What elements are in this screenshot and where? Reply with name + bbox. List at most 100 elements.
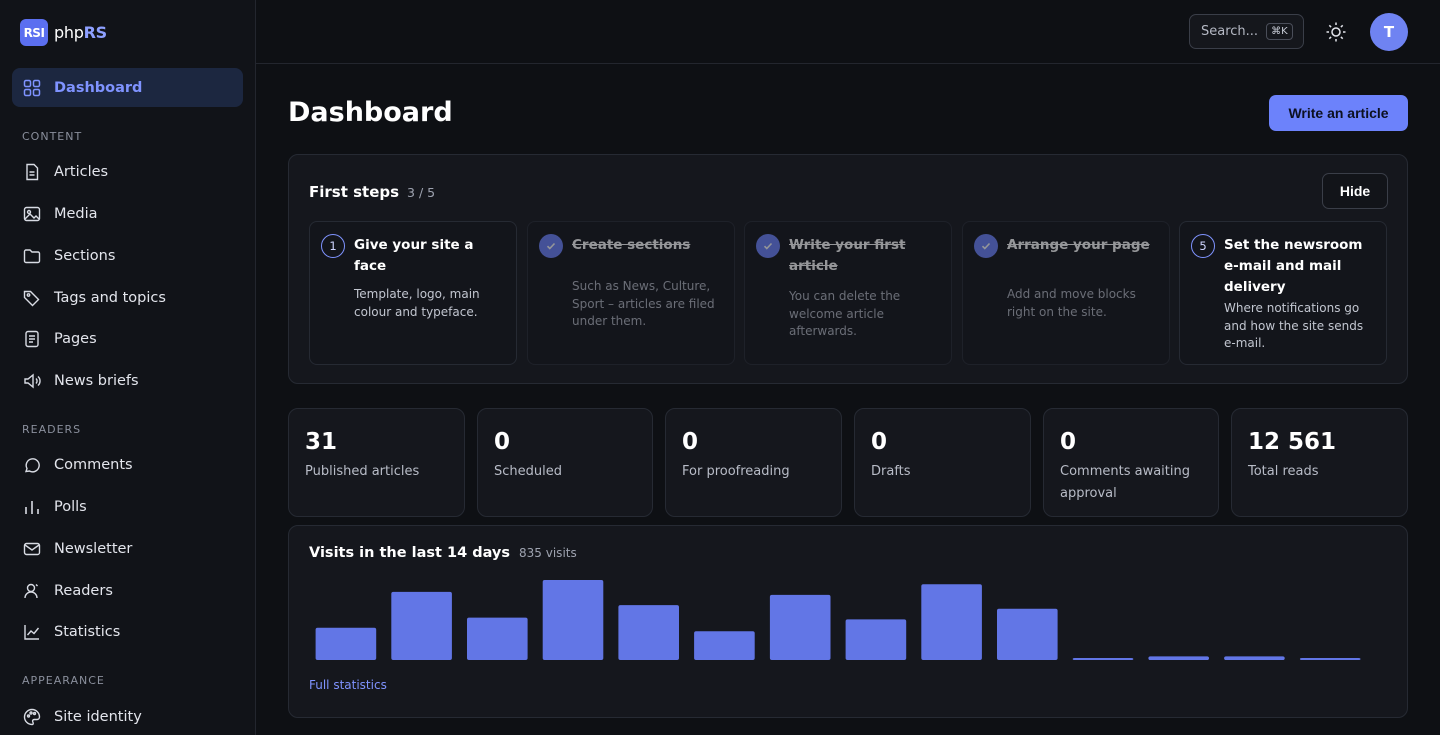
step-card-5[interactable]: 5 Set the newsroom e-mail and mail deliv…	[1179, 221, 1387, 365]
stat-value: 0	[682, 429, 699, 455]
brand[interactable]: RSI phpRS	[20, 19, 107, 46]
step-card-2[interactable]: Create sections Such as News, Culture, S…	[527, 221, 735, 365]
stat-label: Comments awaiting approval	[1060, 464, 1190, 501]
search-shortcut: ⌘K	[1266, 23, 1293, 40]
write-article-button[interactable]: Write an article	[1269, 95, 1408, 131]
chart-bar-12[interactable]	[1148, 656, 1209, 660]
sidebar-item-dashboard[interactable]: Dashboard	[12, 68, 243, 107]
stat-total-reads[interactable]: 12 561 Total reads	[1231, 408, 1408, 517]
folder-icon	[23, 248, 41, 263]
stat-published[interactable]: 31 Published articles	[288, 408, 465, 517]
visits-panel: Visits in the last 14 days 835 visits Ful…	[288, 525, 1408, 718]
step-description: Add and move blocks right on the site.	[1007, 287, 1136, 319]
sidebar-item-readers[interactable]: Readers	[12, 571, 243, 610]
sidebar-item-label: Site identity	[54, 708, 142, 725]
chart-bar-3[interactable]	[467, 617, 528, 660]
chart-title: Visits in the last 14 days 835 visits	[309, 545, 577, 561]
chart-bar-8[interactable]	[845, 619, 907, 660]
sidebar-item-label: Sections	[54, 247, 116, 264]
brand-name: phpRS	[54, 23, 107, 42]
sun-icon[interactable]	[1325, 21, 1347, 43]
step-title: Set the newsroom e-mail and mail deliver…	[1224, 237, 1363, 295]
step-description: You can delete the welcome article after…	[789, 289, 901, 338]
chart-bar-4[interactable]	[542, 580, 604, 660]
sidebar-item-media[interactable]: Media	[12, 194, 243, 233]
step-number: 1	[321, 234, 345, 258]
visits-bar-chart	[315, 580, 1361, 660]
avatar[interactable]: T	[1370, 13, 1408, 51]
chart-bar-9[interactable]	[921, 584, 982, 660]
topbar: Search... ⌘K T	[256, 0, 1440, 64]
section-label-appearance: APPEARANCE	[22, 674, 105, 687]
stat-comments-awaiting[interactable]: 0 Comments awaiting approval	[1043, 408, 1219, 517]
document-icon	[26, 163, 39, 180]
chart-bar-5[interactable]	[618, 605, 679, 660]
step-number: 5	[1191, 234, 1215, 258]
chart-bar-14[interactable]	[1299, 658, 1361, 660]
poll-icon	[25, 500, 39, 514]
chart-bar-2[interactable]	[391, 591, 452, 660]
sidebar-item-sections[interactable]: Sections	[12, 236, 243, 275]
full-statistics-link[interactable]: Full statistics	[309, 678, 387, 692]
search-button[interactable]: Search... ⌘K	[1189, 14, 1304, 49]
stat-value: 0	[494, 429, 511, 455]
step-description: Template, logo, main colour and typeface…	[354, 287, 480, 319]
brand-logo: RSI	[20, 19, 48, 46]
palette-icon	[23, 708, 41, 725]
search-placeholder: Search...	[1201, 24, 1259, 39]
sidebar-item-label: Newsletter	[54, 540, 133, 557]
sidebar-item-news-briefs[interactable]: News briefs	[12, 361, 243, 400]
first-steps-title: First steps 3 / 5	[309, 183, 436, 201]
tag-icon	[23, 290, 40, 306]
stat-label: Drafts	[871, 464, 911, 479]
sidebar-item-label: Polls	[54, 498, 87, 515]
page-icon	[25, 330, 39, 347]
dashboard-icon	[23, 79, 41, 96]
sidebar-item-polls[interactable]: Polls	[12, 487, 243, 526]
stat-scheduled[interactable]: 0 Scheduled	[477, 408, 653, 517]
sidebar-item-label: Readers	[54, 582, 113, 599]
sidebar-item-site-identity[interactable]: Site identity	[12, 697, 243, 735]
section-label-content: CONTENT	[22, 130, 83, 143]
sidebar-item-statistics[interactable]: Statistics	[12, 612, 243, 651]
step-card-3[interactable]: Write your first article You can delete …	[744, 221, 952, 365]
chart-bar-11[interactable]	[1072, 658, 1134, 660]
step-description: Such as News, Culture, Sport – articles …	[572, 279, 715, 328]
sidebar-item-comments[interactable]: Comments	[12, 445, 243, 484]
sidebar-item-articles[interactable]: Articles	[12, 152, 243, 191]
hide-button[interactable]: Hide	[1322, 173, 1388, 209]
first-steps-count: 3 / 5	[407, 185, 436, 200]
step-card-4[interactable]: Arrange your page Add and move blocks ri…	[962, 221, 1170, 365]
chart-bar-1[interactable]	[315, 627, 377, 660]
chart-bar-6[interactable]	[694, 631, 755, 660]
comment-icon	[24, 457, 40, 472]
chart-bar-13[interactable]	[1224, 656, 1285, 660]
stat-proofreading[interactable]: 0 For proofreading	[665, 408, 842, 517]
stat-label: For proofreading	[682, 464, 790, 479]
megaphone-icon	[24, 373, 41, 388]
sidebar-item-tags[interactable]: Tags and topics	[12, 278, 243, 317]
step-title: Arrange your page	[1007, 237, 1150, 253]
page-title: Dashboard	[288, 97, 453, 128]
sidebar-item-label: Dashboard	[54, 79, 143, 96]
stat-label: Scheduled	[494, 464, 562, 479]
sidebar-item-label: Media	[54, 205, 98, 222]
chart-bar-10[interactable]	[997, 608, 1058, 660]
user-icon	[24, 583, 38, 598]
line-chart-icon	[24, 624, 40, 640]
section-label-readers: READERS	[22, 423, 82, 436]
step-card-1[interactable]: 1 Give your site a face Template, logo, …	[309, 221, 517, 365]
step-title: Create sections	[572, 237, 691, 253]
sidebar-item-label: Statistics	[54, 623, 121, 640]
chart-subtitle: 835 visits	[519, 546, 577, 560]
chart-bar-7[interactable]	[769, 594, 831, 660]
check-icon	[539, 234, 563, 258]
sidebar-item-label: Pages	[54, 330, 97, 347]
step-title: Write your first article	[789, 237, 906, 274]
stat-drafts[interactable]: 0 Drafts	[854, 408, 1031, 517]
stat-value: 0	[871, 429, 888, 455]
sidebar: RSI phpRS Dashboard CONTENT Articles Med…	[0, 0, 256, 735]
sidebar-item-label: Articles	[54, 163, 109, 180]
sidebar-item-newsletter[interactable]: Newsletter	[12, 529, 243, 568]
sidebar-item-pages[interactable]: Pages	[12, 319, 243, 358]
